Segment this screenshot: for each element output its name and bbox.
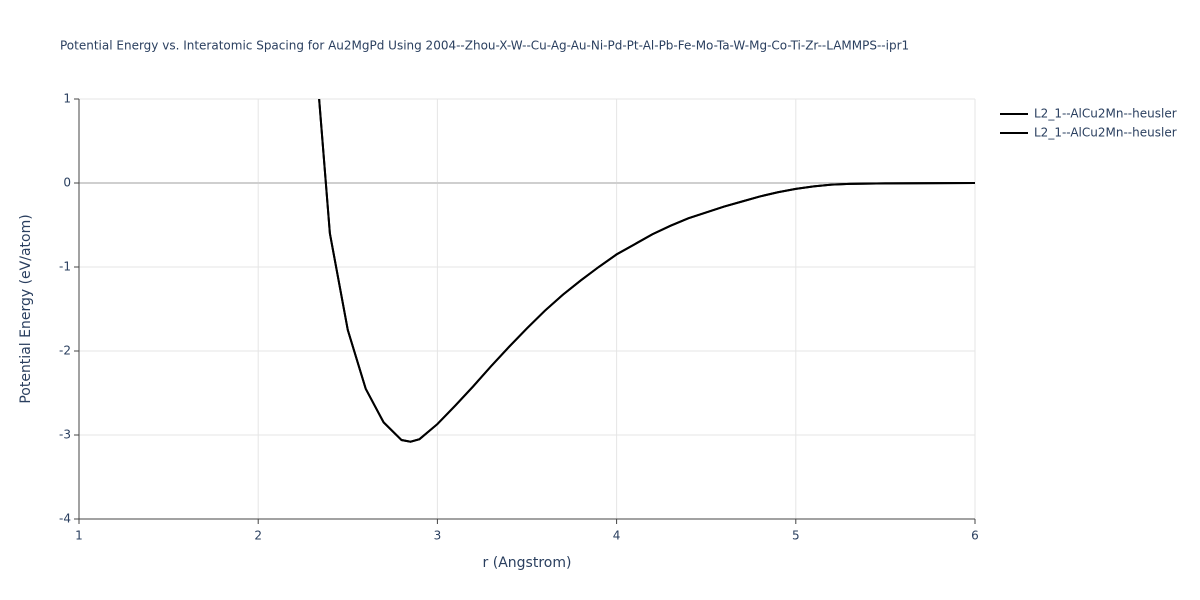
x-tick-label: 5 — [792, 529, 800, 543]
chart-title: Potential Energy vs. Interatomic Spacing… — [60, 39, 909, 53]
data-line — [318, 99, 975, 443]
y-tick-label: -2 — [59, 344, 71, 358]
y-axis-label: Potential Energy (eV/atom) — [18, 214, 34, 403]
y-tick-label: 0 — [63, 176, 71, 190]
y-tick-label: -3 — [59, 428, 71, 442]
legend-label: L2_1--AlCu2Mn--heusler — [1034, 126, 1177, 140]
x-tick-label: 1 — [75, 529, 83, 543]
y-tick-label: -4 — [59, 512, 71, 526]
x-tick-label: 6 — [971, 529, 979, 543]
x-tick-label: 4 — [613, 529, 621, 543]
x-tick-label: 2 — [254, 529, 262, 543]
y-tick-label: 1 — [63, 92, 71, 106]
y-tick-label: -1 — [59, 260, 71, 274]
x-tick-label: 3 — [434, 529, 442, 543]
x-axis-label: r (Angstrom) — [483, 555, 572, 571]
legend-label: L2_1--AlCu2Mn--heusler — [1034, 107, 1177, 121]
data-line — [318, 99, 975, 443]
